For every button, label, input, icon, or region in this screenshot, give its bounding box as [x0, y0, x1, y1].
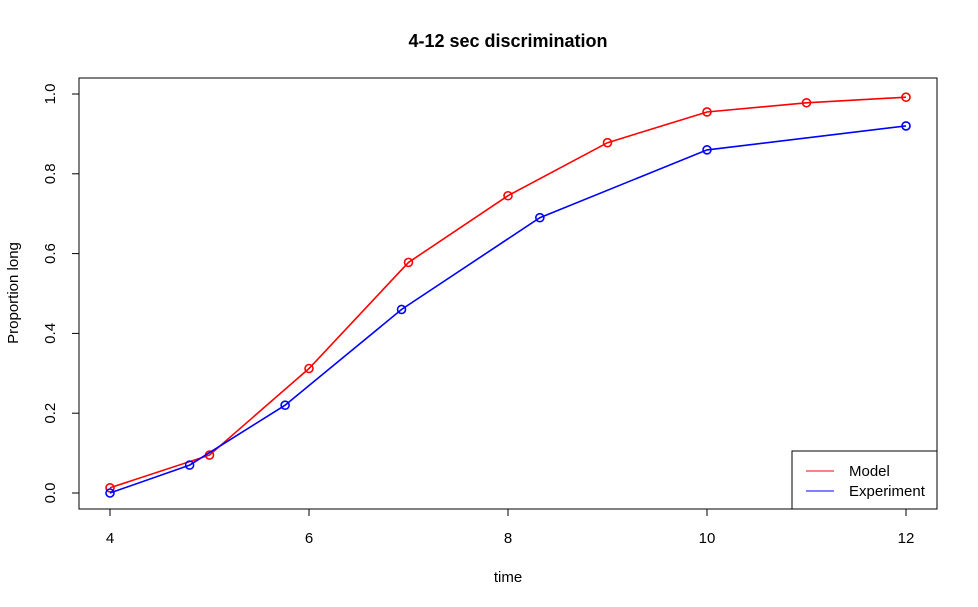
- data-point-experiment: [535, 212, 545, 223]
- data-point-model: [801, 97, 812, 108]
- x-tick-label: 6: [305, 530, 313, 547]
- x-tick-label: 10: [699, 530, 716, 547]
- legend-label-experiment: Experiment: [849, 483, 926, 500]
- data-point-model: [503, 190, 513, 201]
- y-tick-label: 0.6: [42, 243, 59, 264]
- series-line-experiment: [109, 125, 907, 494]
- y-tick-label: 0.4: [42, 323, 59, 344]
- x-axis-label: time: [494, 569, 522, 586]
- data-point-model: [403, 257, 414, 268]
- data-point-experiment: [901, 121, 911, 131]
- chart-title: 4-12 sec discrimination: [408, 31, 607, 51]
- data-point-model: [105, 483, 115, 493]
- legend-box: [791, 450, 938, 510]
- x-tick-label: 8: [504, 530, 512, 547]
- data-point-experiment: [396, 304, 407, 315]
- y-tick-label: 1.0: [42, 84, 59, 105]
- plot-frame: [78, 77, 938, 510]
- y-tick-label: 0.2: [42, 403, 59, 424]
- x-tick-label: 4: [106, 530, 114, 547]
- legend-label-model: Model: [849, 463, 890, 480]
- y-tick-label: 0.8: [42, 163, 59, 184]
- data-point-model: [901, 92, 911, 102]
- data-point-model: [304, 363, 314, 374]
- y-axis-label: Proportion long: [5, 242, 22, 344]
- data-point-experiment: [184, 460, 195, 470]
- data-point-experiment: [105, 488, 115, 498]
- data-point-model: [702, 107, 712, 117]
- series-layer: [105, 92, 911, 498]
- legend: Model Experiment: [791, 450, 938, 510]
- x-tick-label: 12: [898, 530, 915, 547]
- data-point-experiment: [280, 400, 290, 411]
- x-axis: 4 6 8 10 12: [106, 508, 915, 547]
- series-line-model: [109, 96, 907, 489]
- y-axis: 0.0 0.2 0.4 0.6 0.8 1.0: [42, 84, 80, 504]
- data-point-experiment: [702, 145, 712, 155]
- data-point-model: [602, 137, 613, 148]
- y-tick-label: 0.0: [42, 483, 59, 504]
